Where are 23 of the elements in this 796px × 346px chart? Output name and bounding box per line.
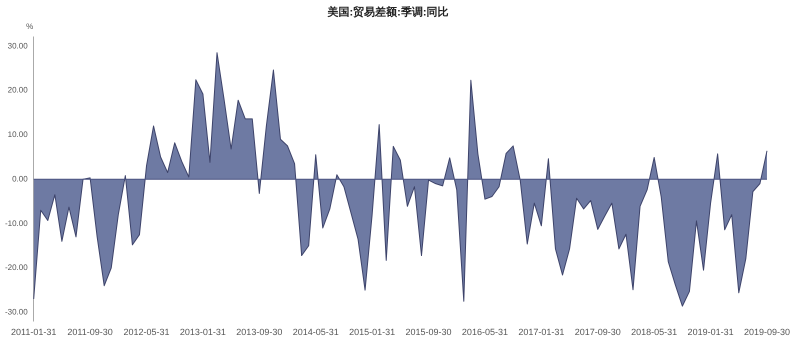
x-tick-label: 2014-05-31 (292, 327, 339, 338)
x-tick-label: 2015-01-31 (349, 327, 396, 338)
x-tick-label: 2017-01-31 (518, 327, 564, 338)
y-tick-label: 10.00 (8, 130, 28, 140)
x-tick-label: 2013-09-30 (236, 327, 282, 338)
x-tick-label: 2019-01-31 (688, 327, 734, 338)
y-tick-label: -30.00 (4, 308, 28, 317)
x-tick-label: 2016-05-31 (462, 327, 508, 338)
x-tick-label: 2011-01-31 (10, 327, 56, 338)
y-tick-label: 20.00 (8, 86, 28, 95)
y-tick-label: 30.00 (8, 41, 28, 50)
x-tick-label: 2011-09-30 (67, 327, 113, 338)
x-tick-label: 2013-01-31 (180, 327, 226, 338)
x-tick-label: 2017-09-30 (574, 327, 621, 338)
y-axis-title: % (26, 22, 34, 32)
chart-title: 美国:贸易差额:季调:同比 (326, 6, 448, 19)
x-tick-label: 2015-09-30 (406, 327, 452, 338)
y-tick-label: 0.00 (12, 174, 28, 184)
x-tick-label: 2018-05-31 (631, 327, 678, 338)
y-tick-label: -10.00 (4, 218, 28, 228)
y-tick-label: -20.00 (4, 263, 28, 272)
x-tick-label: 2019-09-30 (744, 327, 790, 338)
x-tick-label: 2012-05-31 (123, 327, 170, 338)
